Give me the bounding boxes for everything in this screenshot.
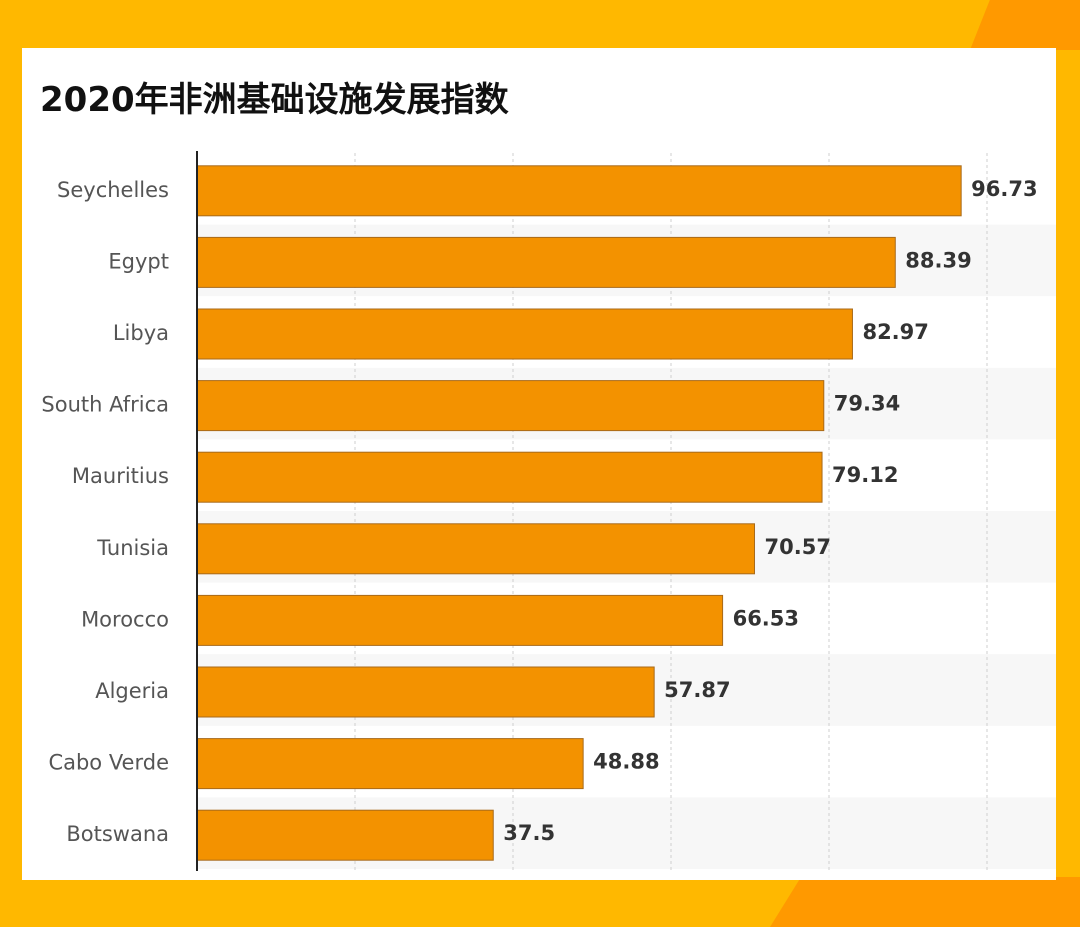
bar <box>196 308 853 360</box>
category-label: Cabo Verde <box>48 751 169 775</box>
value-label: 57.87 <box>664 678 730 702</box>
background-accent-top <box>970 0 1080 50</box>
value-label: 82.97 <box>862 320 928 344</box>
value-label: 88.39 <box>905 248 971 272</box>
bar <box>196 523 756 575</box>
bar <box>196 236 896 288</box>
bar <box>196 451 823 503</box>
category-label: Seychelles <box>57 178 169 202</box>
chart-card: 2020年非洲基础设施发展指数 Seychelles 96.73 Egypt 88.3… <box>22 48 1056 880</box>
category-label: Algeria <box>95 679 169 703</box>
bar <box>196 165 962 217</box>
value-label: 66.53 <box>733 606 799 630</box>
bar <box>196 738 584 790</box>
category-label: Egypt <box>108 249 169 273</box>
bar <box>196 666 655 718</box>
chart-title: 2020年非洲基础设施发展指数 <box>40 80 509 120</box>
category-label: Mauritius <box>72 464 169 488</box>
bar <box>196 594 724 646</box>
value-label: 70.57 <box>765 535 831 559</box>
category-label: Libya <box>113 321 169 345</box>
bar <box>196 380 825 432</box>
category-label: Morocco <box>81 607 169 631</box>
category-label: South Africa <box>41 393 169 417</box>
category-label: Tunisia <box>96 536 169 560</box>
value-label: 48.88 <box>593 750 659 774</box>
value-label: 37.5 <box>503 821 555 845</box>
bar <box>196 809 494 861</box>
category-label: Botswana <box>66 822 169 846</box>
bar-chart: Seychelles 96.73 Egypt 88.39 Libya 82.97 South… <box>41 151 1056 871</box>
background-accent-bottom <box>770 877 1080 927</box>
value-label: 79.34 <box>834 392 900 416</box>
value-label: 79.12 <box>832 463 898 487</box>
value-label: 96.73 <box>971 177 1037 201</box>
